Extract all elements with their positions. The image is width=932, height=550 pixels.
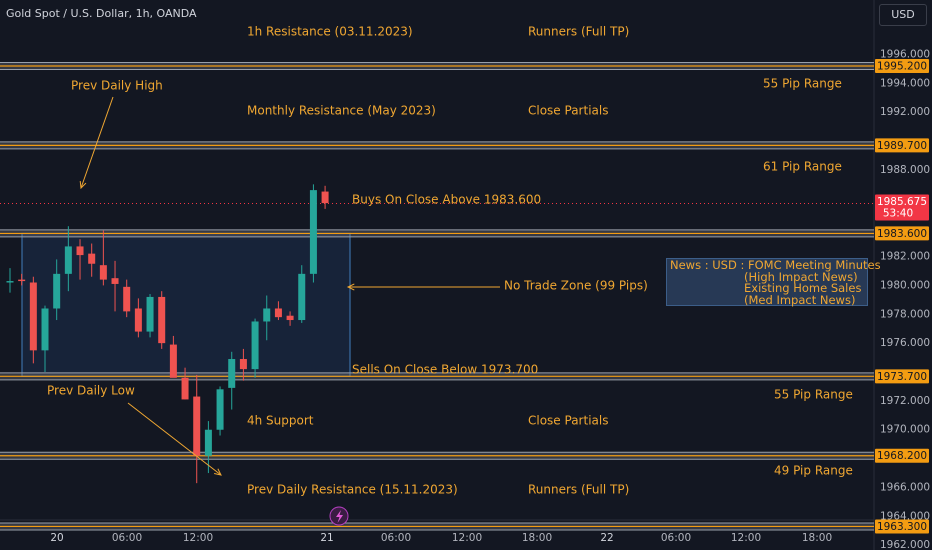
annotation-label: 4h Support bbox=[247, 414, 314, 428]
annotation-label: Sells On Close Below 1973.700 bbox=[352, 363, 538, 377]
no-trade-zone-arrow-head bbox=[346, 283, 355, 291]
level-price-tag bbox=[875, 226, 929, 241]
annotation-label: Prev Daily Low bbox=[47, 384, 135, 398]
candle-body bbox=[6, 281, 14, 283]
x-tick-label: 21 bbox=[320, 532, 333, 544]
level-price-tag bbox=[875, 519, 929, 534]
annotation-label: 49 Pip Range bbox=[774, 464, 853, 478]
flash-icon-glyph bbox=[336, 510, 343, 523]
y-tick-label: 1966.000 bbox=[880, 481, 930, 493]
candle-body bbox=[53, 273, 61, 309]
x-tick-label: 12:00 bbox=[183, 532, 213, 544]
y-tick-label: 1976.000 bbox=[880, 337, 930, 349]
y-tick-label: 1980.000 bbox=[880, 279, 930, 291]
x-tick-label: 12:00 bbox=[731, 532, 761, 544]
annotation-label: Prev Daily Resistance (15.11.2023) bbox=[247, 483, 458, 497]
news-line-4: (Med Impact News) bbox=[744, 292, 856, 307]
candle-body bbox=[88, 253, 96, 264]
annotation-label: No Trade Zone (99 Pips) bbox=[504, 279, 648, 293]
news-line-2: (High Impact News) bbox=[744, 269, 858, 284]
candle-body bbox=[263, 308, 271, 322]
level-price-tag-label: 1989.700 bbox=[877, 140, 927, 152]
candle-body bbox=[134, 308, 142, 332]
candle-body bbox=[298, 273, 306, 321]
y-tick-label: 1988.000 bbox=[880, 164, 930, 176]
currency-button[interactable]: USD bbox=[879, 4, 927, 26]
annotation-label: Close Partials bbox=[528, 414, 608, 428]
y-tick-label: 1970.000 bbox=[880, 424, 930, 436]
annotation-label: Buys On Close Above 1983.600 bbox=[352, 193, 541, 207]
y-tick-label: 1962.000 bbox=[880, 539, 930, 550]
news-box: News : USD : FOMC Meeting Minutes (High … bbox=[666, 258, 881, 307]
news-line-3: Existing Home Sales bbox=[744, 281, 862, 295]
prev-daily-low-arrow bbox=[127, 402, 222, 476]
level-price-tag-label: 1983.600 bbox=[877, 228, 927, 240]
symbol-title: Gold Spot / U.S. Dollar, 1h, OANDA bbox=[6, 7, 197, 20]
no-trade-zone-box bbox=[21, 232, 351, 377]
candle-body bbox=[228, 359, 236, 388]
candle-body bbox=[111, 278, 119, 284]
news-line-1: News : USD : FOMC Meeting Minutes bbox=[670, 258, 881, 272]
current-price-label: 1985.675 bbox=[877, 196, 927, 208]
y-tick-label: 1982.000 bbox=[880, 251, 930, 263]
annotation-label: Runners (Full TP) bbox=[528, 483, 629, 497]
candle-body bbox=[29, 282, 37, 351]
candle-body bbox=[169, 344, 177, 378]
annotation-label: 55 Pip Range bbox=[774, 388, 853, 402]
candle-body bbox=[181, 377, 189, 400]
countdown-label: 53:40 bbox=[883, 207, 913, 219]
candle-body bbox=[193, 396, 201, 456]
y-tick-label: 1964.000 bbox=[880, 510, 930, 522]
prev-daily-low-arrow-head bbox=[214, 468, 222, 476]
x-tick-label: 22 bbox=[600, 532, 613, 544]
annotation-label: Prev Daily High bbox=[71, 79, 163, 93]
y-tick-label: 1978.000 bbox=[880, 308, 930, 320]
y-tick-label: 1992.000 bbox=[880, 106, 930, 118]
candle-body bbox=[76, 246, 84, 256]
x-tick-label: 06:00 bbox=[112, 532, 142, 544]
annotation-label: 61 Pip Range bbox=[763, 160, 842, 174]
level-price-tag bbox=[875, 448, 929, 463]
annotation-label: Monthly Resistance (May 2023) bbox=[247, 104, 436, 118]
candle-body bbox=[251, 321, 259, 370]
level-price-tag-label: 1968.200 bbox=[877, 450, 927, 462]
candle-body bbox=[99, 265, 107, 280]
candle-body bbox=[309, 190, 317, 274]
x-tick-label: 18:00 bbox=[802, 532, 832, 544]
y-tick-label: 1996.000 bbox=[880, 48, 930, 60]
candle-body bbox=[64, 246, 72, 274]
candle-body bbox=[274, 308, 282, 318]
candle-body bbox=[123, 286, 131, 312]
level-price-tag-label: 1973.700 bbox=[877, 371, 927, 383]
candle-body bbox=[18, 279, 26, 282]
candle-body bbox=[204, 429, 212, 456]
level-price-tag-label: 1995.200 bbox=[877, 60, 927, 72]
x-tick-label: 20 bbox=[50, 532, 63, 544]
candle-body bbox=[239, 359, 247, 370]
candle-body bbox=[321, 191, 329, 204]
candle-body bbox=[146, 296, 154, 332]
prev-daily-high-arrow-head bbox=[79, 180, 87, 190]
level-price-tag bbox=[875, 138, 929, 153]
level-price-tag-label: 1963.300 bbox=[877, 521, 927, 533]
current-price-tag bbox=[875, 194, 929, 221]
candle-body bbox=[158, 296, 166, 344]
x-tick-label: 18:00 bbox=[522, 532, 552, 544]
prev-daily-high-arrow bbox=[80, 96, 114, 189]
y-tick-label: 1972.000 bbox=[880, 395, 930, 407]
annotation-label: 55 Pip Range bbox=[763, 77, 842, 91]
level-price-tag bbox=[875, 369, 929, 384]
x-tick-label: 06:00 bbox=[661, 532, 691, 544]
y-tick-label: 1994.000 bbox=[880, 77, 930, 89]
annotation-label: Close Partials bbox=[528, 104, 608, 118]
x-tick-label: 06:00 bbox=[381, 532, 411, 544]
candle-body bbox=[286, 315, 294, 321]
x-tick-label: 12:00 bbox=[452, 532, 482, 544]
level-price-tag bbox=[875, 58, 929, 73]
candle-body bbox=[216, 389, 224, 430]
annotation-label: 1h Resistance (03.11.2023) bbox=[247, 25, 413, 39]
candle-body bbox=[41, 308, 49, 351]
annotation-label: Runners (Full TP) bbox=[528, 25, 629, 39]
